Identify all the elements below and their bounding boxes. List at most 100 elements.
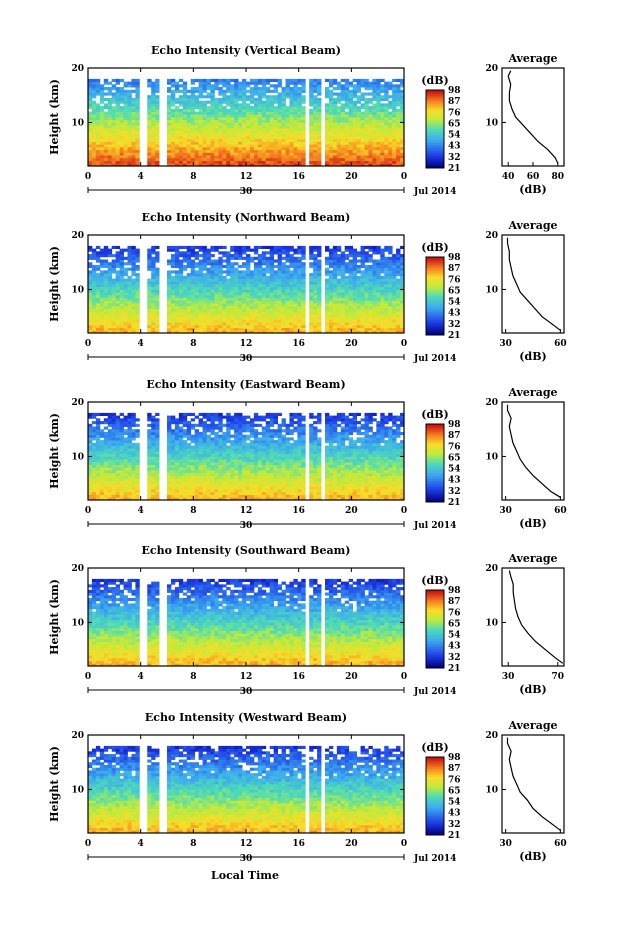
- heatmap-cell: [273, 270, 278, 274]
- heatmap-cell: [242, 122, 247, 126]
- heatmap-cell: [336, 278, 342, 282]
- heatmap-cell: [119, 470, 124, 474]
- heatmap-cell: [332, 136, 338, 140]
- heatmap-cell: [400, 311, 405, 315]
- heatmap-cell: [368, 311, 373, 315]
- heatmap-cell: [206, 308, 211, 312]
- heatmap-cell: [265, 106, 271, 110]
- heatmap-cell: [202, 141, 207, 145]
- heatmap-cell: [301, 286, 306, 290]
- heatmap-cell: [147, 157, 152, 161]
- heatmap-cell: [99, 470, 105, 474]
- heatmap-cell: [257, 89, 263, 93]
- heatmap-cell: [210, 125, 215, 129]
- heatmap-cell: [111, 133, 117, 137]
- heatmap-cell: [222, 313, 227, 318]
- heatmap-cell: [246, 149, 251, 153]
- heatmap-cell: [95, 155, 101, 159]
- heatmap-cell: [269, 297, 275, 301]
- heatmap-cells: [88, 78, 405, 167]
- heatmap-cell: [273, 160, 278, 164]
- heatmap-cell: [388, 95, 393, 99]
- heatmap-cell: [186, 324, 192, 328]
- heatmap-cell: [131, 303, 136, 307]
- heatmap-cell: [238, 313, 243, 318]
- heatmap-cell: [285, 92, 290, 96]
- heatmap-cell: [135, 256, 140, 260]
- heatmap-cell: [119, 421, 124, 425]
- heatmap-cell: [277, 273, 282, 277]
- heatmap-cell: [384, 84, 389, 88]
- heatmap-cell: [127, 415, 132, 419]
- heatmap-cell: [281, 245, 286, 250]
- heatmap-cell: [297, 125, 302, 129]
- panel-title: Echo Intensity (Northward Beam): [142, 211, 351, 224]
- heatmap-cell: [210, 289, 215, 293]
- heatmap-cell: [230, 133, 235, 137]
- heatmap-cell: [226, 319, 231, 323]
- heatmap-cell: [392, 130, 397, 134]
- heatmap-cell: [151, 89, 156, 93]
- heatmap-cell: [170, 311, 176, 315]
- heatmap-cell: [356, 141, 361, 145]
- heatmap-cell: [131, 157, 136, 161]
- heatmap-cell: [127, 111, 132, 115]
- heatmap-cell: [261, 136, 267, 140]
- heatmap-cell: [332, 141, 338, 145]
- heatmap-cell: [230, 316, 235, 320]
- heatmap-cell: [194, 125, 199, 129]
- heatmap-cell: [257, 327, 263, 331]
- heatmap-cell: [392, 133, 397, 137]
- heatmap-cell: [111, 440, 117, 444]
- heatmap-cell: [218, 286, 223, 290]
- heatmap-cell: [206, 316, 211, 320]
- heatmap-cell: [95, 278, 101, 282]
- heatmap-cell: [265, 87, 271, 91]
- heatmap-cell: [392, 95, 397, 99]
- heatmap-cell: [384, 303, 389, 307]
- heatmap-cell: [135, 84, 140, 88]
- heatmap-cell: [127, 89, 132, 93]
- heatmap-cell: [242, 89, 247, 93]
- heatmap-cell: [364, 125, 369, 129]
- heatmap-cell: [99, 475, 105, 479]
- heatmap-cell: [123, 256, 128, 260]
- heatmap-cell: [103, 440, 109, 444]
- heatmap-cell: [99, 448, 105, 452]
- heatmap-cell: [388, 87, 393, 91]
- heatmap-cell: [364, 292, 369, 296]
- heatmap-cell: [396, 292, 401, 296]
- heatmap-cell: [178, 264, 184, 269]
- heatmap-cell: [297, 114, 302, 118]
- heatmap-cell: [135, 254, 140, 258]
- heatmap-cell: [155, 316, 160, 320]
- heatmap-cell: [238, 316, 243, 320]
- heatmap-cell: [388, 319, 393, 323]
- heatmap-cell: [218, 324, 223, 328]
- heatmap-cell: [273, 111, 278, 115]
- heatmap-cell: [170, 117, 176, 121]
- heatmap-cell: [230, 111, 235, 115]
- heatmap-cell: [103, 278, 109, 282]
- heatmap-cell: [380, 84, 385, 88]
- heatmap-cell: [167, 130, 172, 134]
- heatmap-cell: [206, 108, 211, 112]
- heatmap-cell: [352, 92, 357, 96]
- heatmap-cell: [123, 478, 128, 482]
- heatmap-cell: [368, 322, 373, 326]
- heatmap-cell: [336, 248, 342, 252]
- heatmap-cell: [376, 251, 381, 255]
- heatmap-cell: [277, 106, 282, 110]
- heatmap-cell: [91, 480, 97, 485]
- heatmap-cell: [325, 294, 330, 299]
- colorbar-segment: [426, 280, 444, 283]
- heatmap-cell: [210, 330, 215, 334]
- heatmap-cell: [234, 81, 239, 85]
- heatmap-cell: [400, 149, 405, 153]
- heatmap-cell: [218, 259, 223, 263]
- heatmap-cell: [253, 245, 259, 250]
- heatmap-cell: [107, 117, 113, 121]
- heatmap-cell: [340, 122, 346, 126]
- heatmap-cell: [186, 119, 192, 123]
- heatmap-cell: [289, 308, 294, 312]
